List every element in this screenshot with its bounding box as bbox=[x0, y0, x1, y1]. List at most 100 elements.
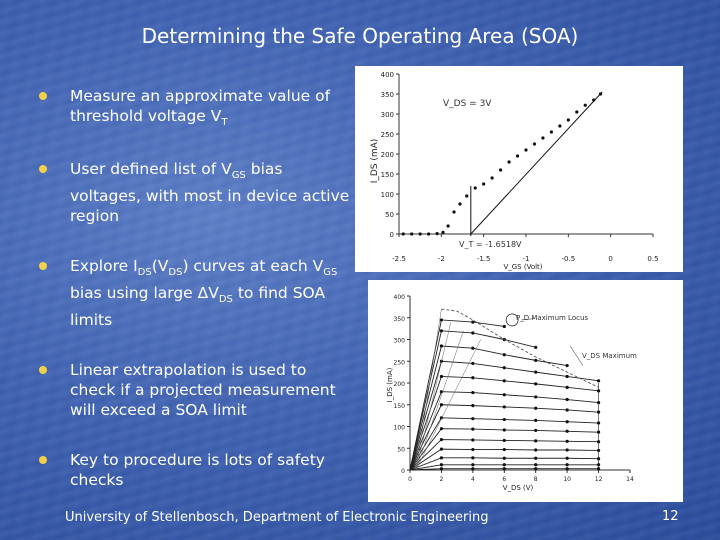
chart2-point bbox=[439, 318, 444, 322]
chart2-point bbox=[502, 428, 506, 432]
chart2-point bbox=[502, 379, 506, 383]
chart1-point bbox=[592, 98, 596, 102]
chart2-point bbox=[565, 374, 569, 379]
chart2-point bbox=[534, 358, 538, 362]
bullet-item: Measure an approximate value of threshol… bbox=[36, 86, 356, 133]
chart2-point bbox=[596, 457, 601, 461]
chart2-point bbox=[565, 448, 569, 452]
bullet-list: Measure an approximate value of threshol… bbox=[36, 86, 356, 514]
chart2-point bbox=[471, 417, 475, 421]
chart1-point bbox=[499, 168, 503, 172]
chart2-y-tick-label: 350 bbox=[394, 316, 406, 323]
chart1-point bbox=[473, 186, 477, 190]
chart2-point bbox=[565, 420, 569, 424]
chart1-point bbox=[558, 124, 562, 128]
chart2-y-tick-label: 250 bbox=[394, 359, 406, 366]
subscript: DS bbox=[137, 267, 152, 279]
chart2-point bbox=[565, 385, 569, 389]
chart2-point bbox=[439, 463, 444, 467]
bullet-item: Explore IDS(VDS) curves at each VGS bias… bbox=[36, 256, 356, 330]
chart2-point bbox=[565, 456, 569, 460]
chart2-lines bbox=[409, 308, 601, 471]
chart1-y-tick-label: 50 bbox=[385, 211, 394, 219]
chart2-point bbox=[439, 437, 444, 442]
chart2-point bbox=[471, 456, 475, 460]
chart1-x-tick-label: -1.5 bbox=[477, 255, 491, 263]
bullet-dot-icon bbox=[39, 92, 47, 100]
chart2-point bbox=[502, 463, 506, 467]
chart1-y-tick-label: 150 bbox=[381, 171, 394, 179]
bullet-text: to find SOA limits bbox=[70, 284, 326, 330]
subscript: DS bbox=[168, 267, 183, 279]
chart2-series-line bbox=[409, 345, 568, 471]
chart1-x-tick-label: -0.5 bbox=[561, 255, 575, 263]
chart1-x-tick-label: -1 bbox=[523, 255, 530, 263]
chart2-point bbox=[502, 467, 506, 471]
chart2-point bbox=[471, 447, 475, 452]
chart2-x-tick-label: 10 bbox=[563, 476, 571, 483]
bullet-item: User defined list of VGS bias voltages, … bbox=[36, 159, 356, 226]
chart1-point bbox=[549, 130, 553, 134]
output-chart-panel: 0 50 100 150 200 250 300 350 400 0 2 4 6 8 10 12 14 I_DS… bbox=[368, 280, 683, 502]
chart2-point bbox=[596, 400, 601, 405]
chart1-y-tick-label: 100 bbox=[381, 191, 394, 199]
bullet-dot-icon bbox=[39, 165, 47, 174]
chart2-point bbox=[534, 418, 538, 423]
bullet-dot-icon bbox=[39, 262, 47, 271]
chart2-point bbox=[471, 404, 475, 408]
chart2-point bbox=[471, 438, 475, 442]
chart2-point bbox=[596, 389, 601, 393]
chart2-point bbox=[565, 397, 569, 402]
chart1-point bbox=[435, 232, 439, 236]
chart2-vds-max-annotation: V_DS Maximum bbox=[582, 352, 637, 360]
chart2-y-tick-label: 0 bbox=[401, 468, 405, 475]
chart2-pd-pointer bbox=[521, 318, 535, 321]
chart2-x-axis-label: V_DS (V) bbox=[503, 484, 534, 492]
chart2-point bbox=[534, 395, 538, 399]
chart1-point bbox=[583, 103, 587, 107]
chart2-y-tick-label: 400 bbox=[394, 294, 406, 301]
chart1-vds-annotation: V_DS = 3V bbox=[443, 99, 492, 109]
chart2-x-tick-label: 8 bbox=[534, 476, 538, 483]
chart1-point bbox=[598, 92, 603, 96]
chart1-axes: 0 50 100 150 200 250 300 350 400 -2.5 -2 -1.5 -1 -0.5… bbox=[381, 71, 659, 263]
chart2-y-tick-label: 150 bbox=[394, 403, 406, 410]
chart2-fan-line bbox=[415, 309, 442, 471]
chart2-point bbox=[565, 467, 569, 471]
page-number: 12 bbox=[662, 509, 679, 524]
chart1-point bbox=[441, 230, 445, 234]
chart2-point bbox=[439, 427, 444, 431]
chart1-point bbox=[482, 182, 486, 186]
bullet-item: Linear extrapolation is used to check if… bbox=[36, 360, 356, 420]
chart1-x-tick-label: 0.5 bbox=[647, 255, 658, 263]
chart2-series-line bbox=[409, 404, 599, 471]
chart1-y-tick-label: 0 bbox=[390, 231, 394, 239]
chart2-point bbox=[471, 331, 475, 335]
chart2-y-tick-label: 50 bbox=[397, 446, 405, 453]
chart2-point bbox=[565, 429, 569, 433]
chart1-point bbox=[452, 210, 456, 214]
chart2-point bbox=[439, 467, 444, 471]
chart2-point bbox=[502, 366, 506, 370]
chart1-x-axis-label: V_GS (Volt) bbox=[503, 263, 542, 271]
chart2-point bbox=[534, 370, 538, 374]
chart1-point bbox=[524, 148, 528, 152]
chart1-y-tick-label: 300 bbox=[381, 111, 394, 119]
bullet-text: bias using large ΔV bbox=[70, 284, 219, 303]
chart2-fan-line bbox=[415, 339, 481, 471]
chart2-series-line bbox=[409, 319, 505, 471]
chart2-x-tick-label: 12 bbox=[595, 476, 603, 483]
chart2-point bbox=[596, 440, 601, 444]
chart1-fit-line bbox=[470, 91, 603, 235]
chart2-y-axis-label: I_DS (mA) bbox=[386, 367, 394, 402]
chart1-y-tick-label: 400 bbox=[381, 71, 394, 79]
chart2-point bbox=[596, 430, 601, 434]
chart2-point bbox=[502, 447, 506, 452]
chart1-point bbox=[458, 202, 462, 206]
chart2-point bbox=[471, 463, 475, 467]
chart1-point bbox=[515, 154, 520, 158]
chart1-x-tick-label: 0 bbox=[608, 255, 612, 263]
chart2-point bbox=[502, 456, 506, 460]
chart2-point bbox=[565, 439, 569, 443]
chart2-series-line bbox=[409, 417, 599, 471]
